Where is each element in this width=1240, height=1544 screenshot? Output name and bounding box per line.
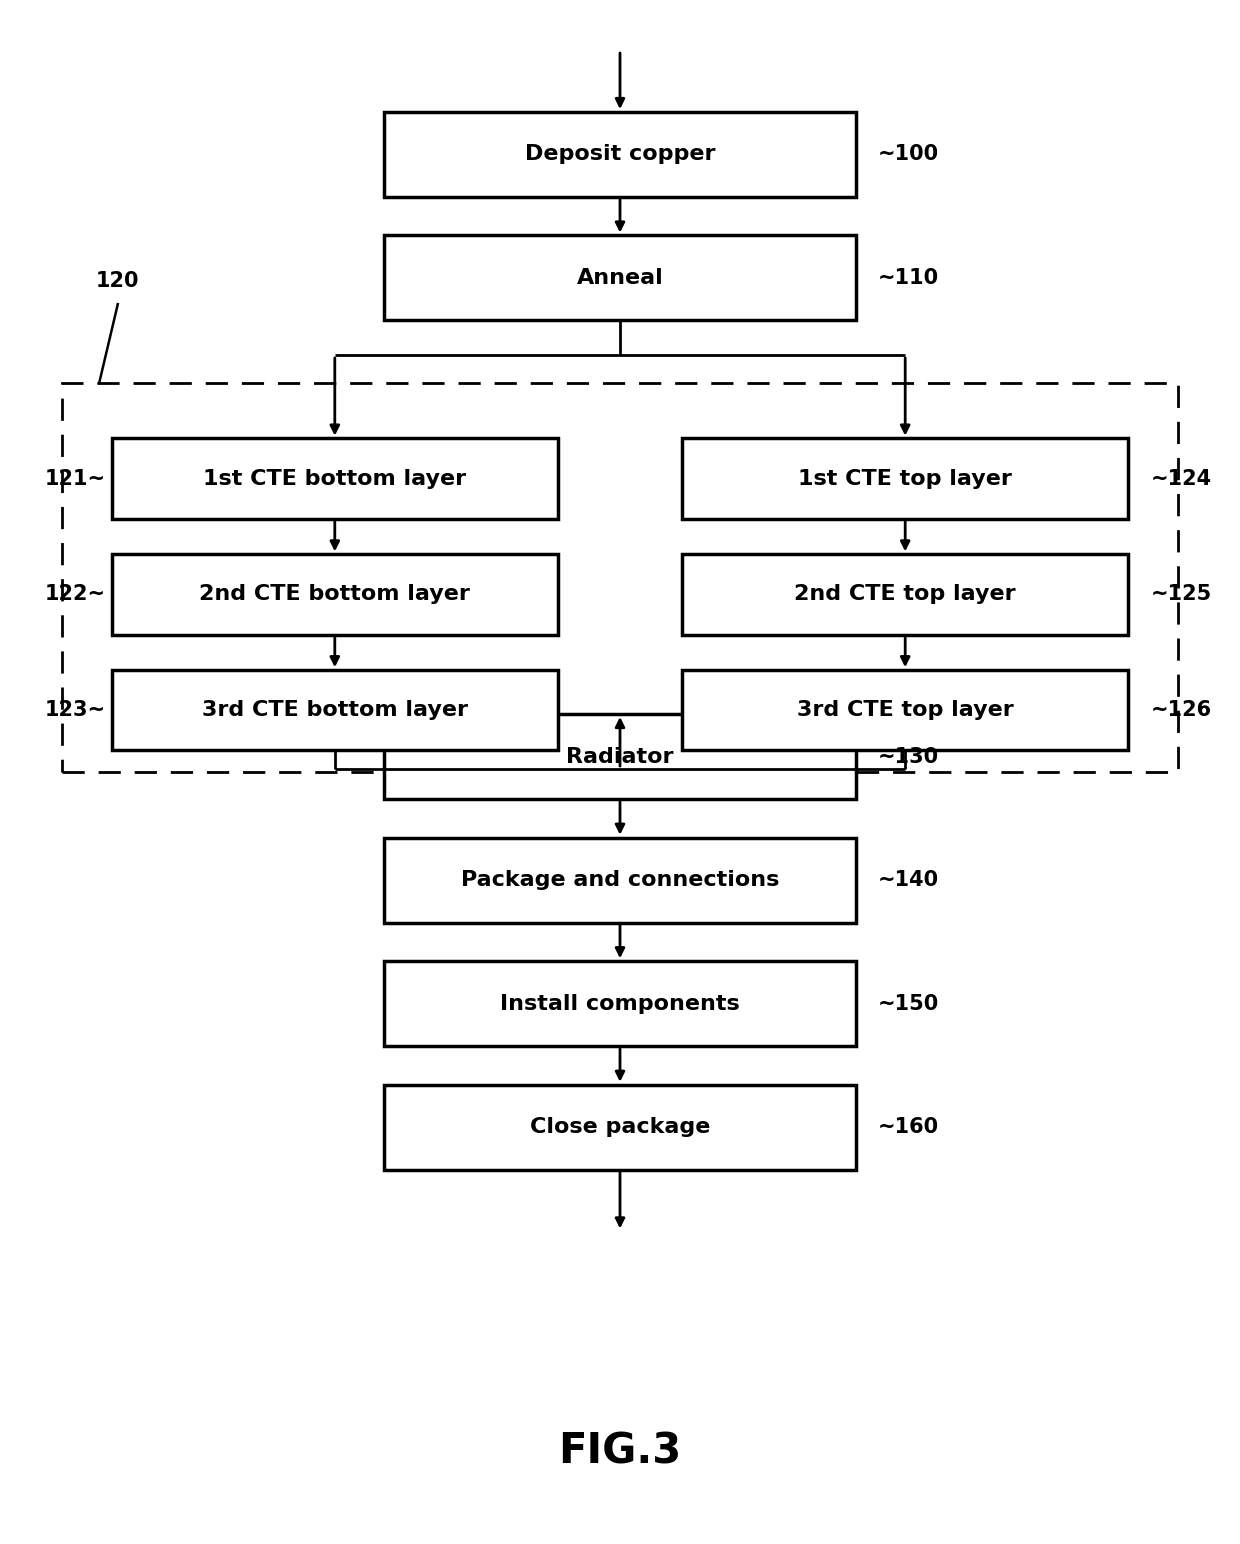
- Text: ~124: ~124: [1151, 469, 1211, 488]
- Text: ~126: ~126: [1151, 701, 1211, 720]
- Text: ~160: ~160: [878, 1118, 939, 1136]
- Bar: [384, 960, 856, 1047]
- Text: ~125: ~125: [1151, 585, 1211, 604]
- Text: 1st CTE top layer: 1st CTE top layer: [799, 469, 1012, 488]
- Bar: [384, 111, 856, 196]
- Text: Close package: Close package: [529, 1118, 711, 1136]
- Text: 2nd CTE bottom layer: 2nd CTE bottom layer: [200, 585, 470, 604]
- Text: FIG.3: FIG.3: [558, 1430, 682, 1473]
- Text: ~140: ~140: [878, 871, 939, 889]
- Bar: [384, 837, 856, 923]
- Text: 1st CTE bottom layer: 1st CTE bottom layer: [203, 469, 466, 488]
- Text: Deposit copper: Deposit copper: [525, 145, 715, 164]
- Text: ~110: ~110: [878, 269, 939, 287]
- Bar: [112, 554, 558, 635]
- Text: 3rd CTE top layer: 3rd CTE top layer: [797, 701, 1013, 720]
- Bar: [384, 713, 856, 800]
- Text: ~100: ~100: [878, 145, 939, 164]
- Text: 120: 120: [95, 272, 140, 290]
- Bar: [384, 235, 856, 321]
- Text: ~150: ~150: [878, 994, 939, 1013]
- Bar: [682, 554, 1128, 635]
- Text: 122~: 122~: [45, 585, 105, 604]
- Bar: [112, 670, 558, 750]
- Bar: [682, 670, 1128, 750]
- Text: Package and connections: Package and connections: [461, 871, 779, 889]
- Text: 2nd CTE top layer: 2nd CTE top layer: [795, 585, 1016, 604]
- Text: 121~: 121~: [45, 469, 105, 488]
- Text: 123~: 123~: [45, 701, 105, 720]
- Text: Radiator: Radiator: [567, 747, 673, 766]
- Text: Install components: Install components: [500, 994, 740, 1013]
- Bar: [112, 438, 558, 519]
- Bar: [384, 1084, 856, 1170]
- Text: ~130: ~130: [878, 747, 939, 766]
- Text: Anneal: Anneal: [577, 269, 663, 287]
- Bar: [682, 438, 1128, 519]
- Text: 3rd CTE bottom layer: 3rd CTE bottom layer: [202, 701, 467, 720]
- Bar: [62, 383, 1178, 772]
